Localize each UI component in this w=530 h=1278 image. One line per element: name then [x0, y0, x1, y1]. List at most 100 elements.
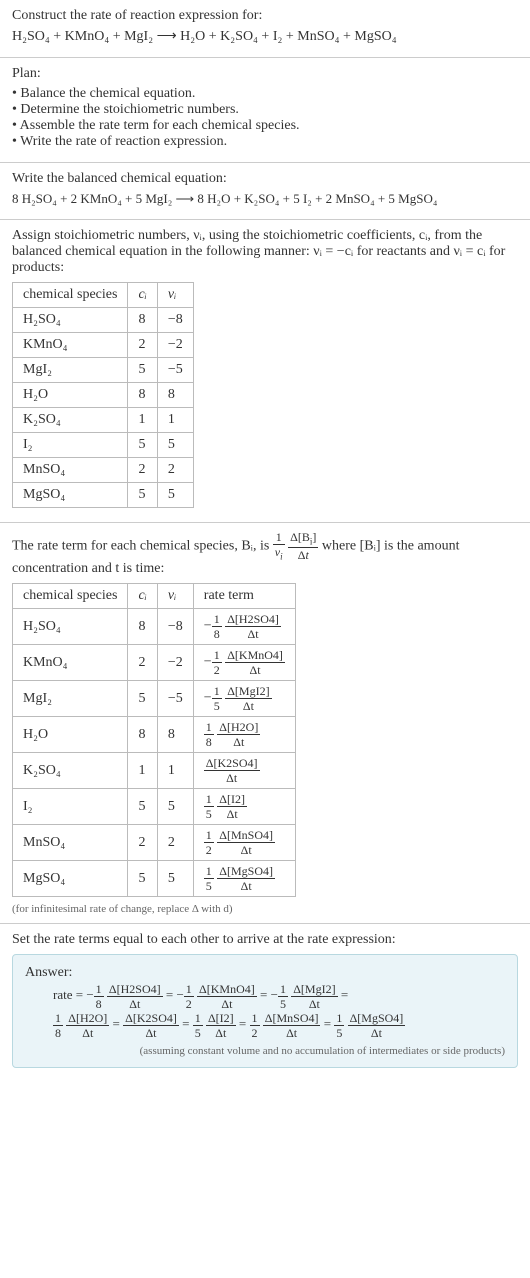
table-cell: 5	[128, 789, 157, 825]
table-header: cᵢ	[128, 283, 157, 308]
section-rateterm: The rate term for each chemical species,…	[0, 523, 530, 924]
section-plan: Plan: Balance the chemical equation. Det…	[0, 58, 530, 163]
table-cell: K₂SO₄	[13, 753, 128, 789]
rateterm-table: chemical species cᵢ νᵢ rate term H₂SO₄8−…	[12, 583, 296, 897]
table-cell: H₂O	[13, 383, 128, 408]
table-row: MgI₂5−5	[13, 358, 194, 383]
table-cell-rate: −12 Δ[KMnO4]Δt	[193, 645, 295, 681]
table-cell: MnSO₄	[13, 825, 128, 861]
table-cell: 5	[157, 483, 193, 508]
plan-item: Assemble the rate term for each chemical…	[12, 118, 518, 134]
table-cell-rate: Δ[K2SO4]Δt	[193, 753, 295, 789]
table-cell: 1	[157, 408, 193, 433]
plan-item: Write the rate of reaction expression.	[12, 134, 518, 150]
table-header: chemical species	[13, 283, 128, 308]
header-ci: cᵢ	[138, 287, 146, 302]
table-row: MnSO₄22	[13, 458, 194, 483]
table-cell: −2	[157, 645, 193, 681]
table-cell: 5	[128, 681, 157, 717]
table-cell: 1	[157, 753, 193, 789]
table-cell-rate: 15 Δ[I2]Δt	[193, 789, 295, 825]
table-cell: I₂	[13, 433, 128, 458]
section-balanced: Write the balanced chemical equation: 8 …	[0, 163, 530, 220]
rateterm-intro: The rate term for each chemical species,…	[12, 531, 518, 577]
table-row: H₂O88	[13, 383, 194, 408]
table-header: cᵢ	[128, 584, 157, 609]
plan-item: Balance the chemical equation.	[12, 86, 518, 102]
table-row: MgSO₄55	[13, 483, 194, 508]
rateterm-frac2: Δ[Bi]Δt	[288, 531, 318, 561]
table-cell: MgSO₄	[13, 861, 128, 897]
final-title: Set the rate terms equal to each other t…	[12, 932, 518, 948]
table-row: K₂SO₄11Δ[K2SO4]Δt	[13, 753, 296, 789]
table-cell-rate: 12 Δ[MnSO4]Δt	[193, 825, 295, 861]
table-cell: 8	[128, 383, 157, 408]
table-cell: −2	[157, 333, 193, 358]
section-intro: Construct the rate of reaction expressio…	[0, 0, 530, 58]
table-cell: MgI₂	[13, 358, 128, 383]
rateterm-note: (for infinitesimal rate of change, repla…	[12, 903, 518, 915]
table-cell: 1	[128, 753, 157, 789]
table-header-row: chemical species cᵢ νᵢ rate term	[13, 584, 296, 609]
table-cell: MnSO₄	[13, 458, 128, 483]
header-vi: νᵢ	[168, 287, 176, 302]
table-cell: 5	[128, 861, 157, 897]
answer-content: rate = −18 Δ[H2SO4]Δt = −12 Δ[KMnO4]Δt =…	[53, 981, 505, 1038]
plan-item: Determine the stoichiometric numbers.	[12, 102, 518, 118]
rate-expression-line: 18 Δ[H2O]Δt = Δ[K2SO4]Δt = 15 Δ[I2]Δt = …	[53, 1010, 505, 1039]
table-cell: 5	[157, 433, 193, 458]
answer-label: Answer:	[25, 965, 505, 981]
table-cell: 8	[157, 717, 193, 753]
table-header-row: chemical species cᵢ νᵢ	[13, 283, 194, 308]
table-cell: 2	[128, 458, 157, 483]
table-cell: 8	[128, 308, 157, 333]
table-cell: 2	[128, 645, 157, 681]
table-cell: 5	[128, 358, 157, 383]
table-cell-rate: 18 Δ[H2O]Δt	[193, 717, 295, 753]
table-row: H₂SO₄8−8−18 Δ[H2SO4]Δt	[13, 609, 296, 645]
table-row: KMnO₄2−2	[13, 333, 194, 358]
rateterm-intro-pre: The rate term for each chemical species,…	[12, 538, 273, 553]
table-cell: 8	[157, 383, 193, 408]
table-cell: K₂SO₄	[13, 408, 128, 433]
table-cell-rate: −15 Δ[MgI2]Δt	[193, 681, 295, 717]
table-row: I₂55	[13, 433, 194, 458]
table-cell: 5	[157, 861, 193, 897]
section-final: Set the rate terms equal to each other t…	[0, 924, 530, 1075]
answer-box: Answer: rate = −18 Δ[H2SO4]Δt = −12 Δ[KM…	[12, 954, 518, 1067]
table-cell: MgSO₄	[13, 483, 128, 508]
table-cell: 8	[128, 609, 157, 645]
table-row: I₂5515 Δ[I2]Δt	[13, 789, 296, 825]
balanced-title: Write the balanced chemical equation:	[12, 171, 518, 187]
table-cell: 2	[157, 458, 193, 483]
table-cell: 5	[157, 789, 193, 825]
table-cell-rate: −18 Δ[H2SO4]Δt	[193, 609, 295, 645]
table-cell: −8	[157, 609, 193, 645]
table-cell: KMnO₄	[13, 645, 128, 681]
table-row: MgSO₄5515 Δ[MgSO4]Δt	[13, 861, 296, 897]
table-cell: I₂	[13, 789, 128, 825]
rate-expression-line: rate = −18 Δ[H2SO4]Δt = −12 Δ[KMnO4]Δt =…	[53, 981, 505, 1010]
table-cell: 5	[128, 483, 157, 508]
section-stoich: Assign stoichiometric numbers, νᵢ, using…	[0, 220, 530, 523]
table-header: chemical species	[13, 584, 128, 609]
table-cell: 2	[128, 825, 157, 861]
table-row: K₂SO₄11	[13, 408, 194, 433]
table-cell: −5	[157, 681, 193, 717]
table-cell: H₂SO₄	[13, 609, 128, 645]
table-cell: KMnO₄	[13, 333, 128, 358]
plan-list: Balance the chemical equation. Determine…	[12, 86, 518, 150]
final-note: (assuming constant volume and no accumul…	[25, 1045, 505, 1057]
table-cell: 8	[128, 717, 157, 753]
table-cell: 2	[157, 825, 193, 861]
table-row: MnSO₄2212 Δ[MnSO4]Δt	[13, 825, 296, 861]
stoich-table: chemical species cᵢ νᵢ H₂SO₄8−8KMnO₄2−2M…	[12, 282, 194, 508]
table-cell: H₂SO₄	[13, 308, 128, 333]
table-row: H₂SO₄8−8	[13, 308, 194, 333]
rateterm-frac1: 1νi	[273, 531, 285, 561]
table-cell: 2	[128, 333, 157, 358]
table-row: MgI₂5−5−15 Δ[MgI2]Δt	[13, 681, 296, 717]
intro-equation: H₂SO₄ + KMnO₄ + MgI₂ ⟶ H₂O + K₂SO₄ + I₂ …	[12, 28, 518, 45]
intro-text: Construct the rate of reaction expressio…	[12, 8, 518, 24]
header-ci2: cᵢ	[138, 588, 146, 603]
